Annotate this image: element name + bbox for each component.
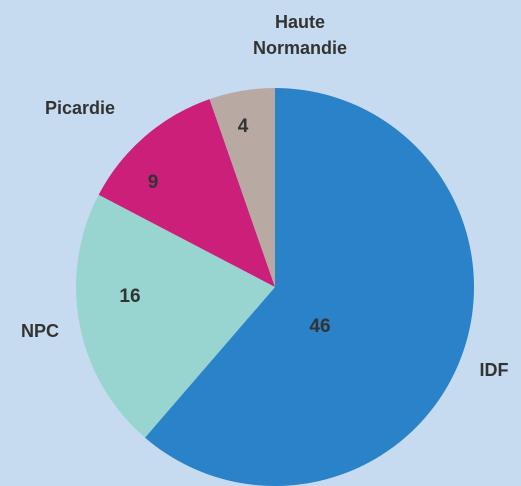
value-label: 46 (309, 316, 331, 337)
category-label: IDF (479, 360, 509, 380)
value-label: 9 (147, 172, 159, 193)
category-label: NPC (20, 321, 60, 341)
pie-slice (98, 99, 276, 288)
value-label: 4 (237, 116, 249, 137)
pie-slice (209, 88, 275, 287)
category-label: Picardie (44, 98, 116, 118)
category-label: Haute Normandie (252, 12, 348, 58)
value-label: 16 (119, 286, 141, 307)
pie-slice (144, 88, 474, 486)
pie-slice (76, 194, 275, 438)
